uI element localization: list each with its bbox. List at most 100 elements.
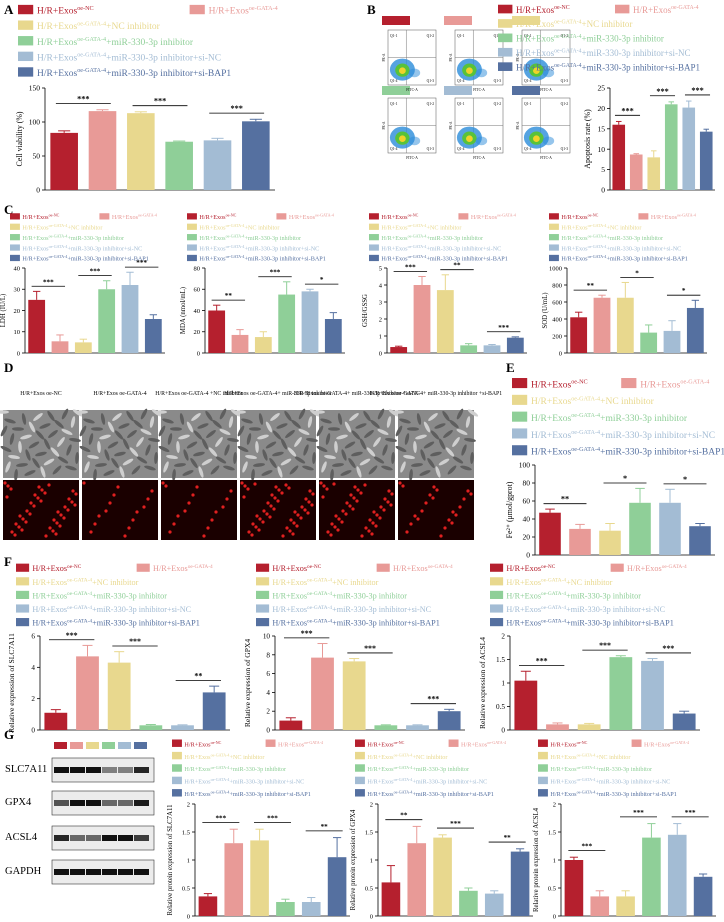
- blot-lane-color-3: [102, 742, 115, 749]
- cell-shape: [272, 430, 282, 440]
- legend-swatch-0: [538, 739, 548, 747]
- y-tick-label: 6: [31, 633, 35, 641]
- fluorescence-dot: [330, 522, 334, 526]
- cell-shape: [198, 466, 204, 478]
- legend-label-4: H/R+Exosoe-GATA-4+miR-330-3p inhibitor+s…: [506, 605, 665, 614]
- legend-swatch-3: [490, 590, 504, 599]
- y-tick-label: 10: [598, 145, 606, 154]
- chart-B: 0 5 10 15 20 25 Apoptosis rate (%) *** *** ***: [583, 84, 715, 195]
- y-tick-label: 2: [266, 708, 270, 716]
- blot-lane-color-0: [54, 742, 67, 749]
- y-axis-label: Relative protein expression of GPX4: [350, 809, 357, 910]
- y-tick-label: 800: [552, 282, 562, 289]
- fluorescence-dot: [97, 514, 101, 518]
- cell-shape: [205, 410, 213, 422]
- flow-q3: Q1-3: [427, 79, 435, 83]
- legend-label-1: H/R+Exosoe-GATA-4: [209, 6, 278, 17]
- cell-shape: [438, 438, 446, 450]
- bar-1: [231, 334, 249, 353]
- fluorescence-dot: [29, 501, 33, 505]
- cell-shape: [258, 413, 264, 425]
- legend-swatch-5: [490, 618, 504, 627]
- fluorescence-dot: [254, 525, 258, 529]
- legend-label-0: H/R+Exosoe-NC: [22, 213, 59, 221]
- legend-label-1: H/R+Exosoe-GATA-4: [278, 740, 323, 748]
- flow-q1: Q1-1: [524, 102, 532, 106]
- legend-swatch-4: [498, 47, 513, 57]
- legend-label-2: H/R+Exosoe-GATA-4+NC inhibitor: [516, 19, 632, 29]
- flow-xlabel: FITC-A: [540, 156, 552, 160]
- cell-shape: [201, 438, 209, 450]
- fluorescence-dot: [243, 484, 247, 488]
- y-tick-label: 0: [31, 727, 35, 735]
- fluorescence-dot: [322, 484, 326, 488]
- bar-0: [612, 124, 626, 190]
- blot-band: [70, 869, 85, 875]
- cell-shape: [122, 438, 130, 450]
- fluorescence-image-4: [319, 480, 395, 540]
- fluorescence-dot: [291, 532, 295, 536]
- cell-shape: [66, 444, 72, 456]
- fluorescence-dot: [6, 484, 10, 488]
- cell-shape: [162, 418, 174, 424]
- legend-swatch-5: [256, 618, 270, 627]
- fluorescence-dot: [462, 497, 466, 501]
- blot-band: [102, 800, 117, 806]
- sig-label-0: **: [225, 292, 233, 300]
- sig-label-2: ***: [230, 104, 242, 113]
- y-axis-label: Relative protein expression of ACSL4: [533, 807, 540, 912]
- fluorescence-dot: [383, 497, 387, 501]
- bar-3: [460, 345, 478, 353]
- bar-4: [203, 140, 232, 190]
- bar-0: [28, 299, 46, 353]
- cell-shape: [249, 427, 261, 431]
- fluorescence-dot: [89, 530, 93, 534]
- cell-shape: [87, 454, 99, 460]
- cell-shape: [285, 430, 295, 438]
- cell-shape: [39, 423, 51, 429]
- cell-shape: [145, 444, 151, 456]
- micrograph-label-4: H/R+Exos oe-GATA-4+ miR-330-3p inhibitor…: [294, 391, 420, 397]
- brightfield-image-3: [234, 408, 321, 481]
- legend-swatch-5: [172, 789, 182, 797]
- cell-shape: [79, 425, 87, 437]
- cell-shape: [430, 430, 440, 440]
- cell-shape: [170, 427, 182, 431]
- cell-shape: [61, 408, 69, 420]
- cell-shape: [191, 412, 201, 422]
- fluorescence-dot: [329, 533, 333, 537]
- bar-2: [577, 724, 601, 730]
- fluorescence-dot: [261, 520, 265, 524]
- fluorescence-dot: [280, 491, 284, 495]
- fluorescence-dot: [112, 493, 116, 497]
- flow-label-swatch-4: [444, 86, 472, 95]
- cell-shape: [97, 441, 101, 453]
- chart-F2: 0 2 4 6 8 10 Relative expression of GPX4 *** ***…: [243, 629, 465, 735]
- cell-shape: [307, 416, 313, 428]
- legend-label-0: H/R+Exosoe-NC: [561, 213, 598, 221]
- fluorescence-dot: [349, 493, 353, 497]
- legend-swatch-0: [355, 739, 365, 747]
- legend-label-0: H/R+Exosoe-NC: [184, 740, 221, 748]
- flow-cloud-tail: [408, 136, 421, 146]
- cell-shape: [131, 465, 141, 475]
- fluorescence-dot: [108, 501, 112, 505]
- cell-shape: [251, 469, 255, 481]
- legend-swatch-2: [355, 751, 365, 760]
- legend-C1: H/R+Exosoe-NC H/R+Exosoe-GATA-4 H/R+Exosoe…: [10, 213, 157, 263]
- sig-label-2: ***: [662, 644, 674, 653]
- cell-shape: [174, 463, 186, 467]
- y-axis-label: Relative expression of ACSL4: [478, 637, 487, 729]
- legend-swatch-0: [256, 563, 270, 572]
- legend-label-0: H/R+Exosoe-NC: [550, 740, 587, 748]
- cell-shape: [93, 469, 97, 481]
- flow-plot-3: Q1-1 Q1-2 Q1-4 Q1-3 FITC-A PE-A: [382, 97, 437, 160]
- cell-shape: [12, 427, 24, 431]
- legend-label-1: H/R+Exosoe-GATA-4: [289, 213, 334, 221]
- cell-shape: [201, 458, 213, 466]
- legend-E: H/R+Exosoe-NC H/R+Exosoe-GATA-4 H/R+Exosoe…: [512, 378, 724, 458]
- cell-shape: [261, 470, 273, 476]
- brightfield-image-4: [313, 408, 400, 481]
